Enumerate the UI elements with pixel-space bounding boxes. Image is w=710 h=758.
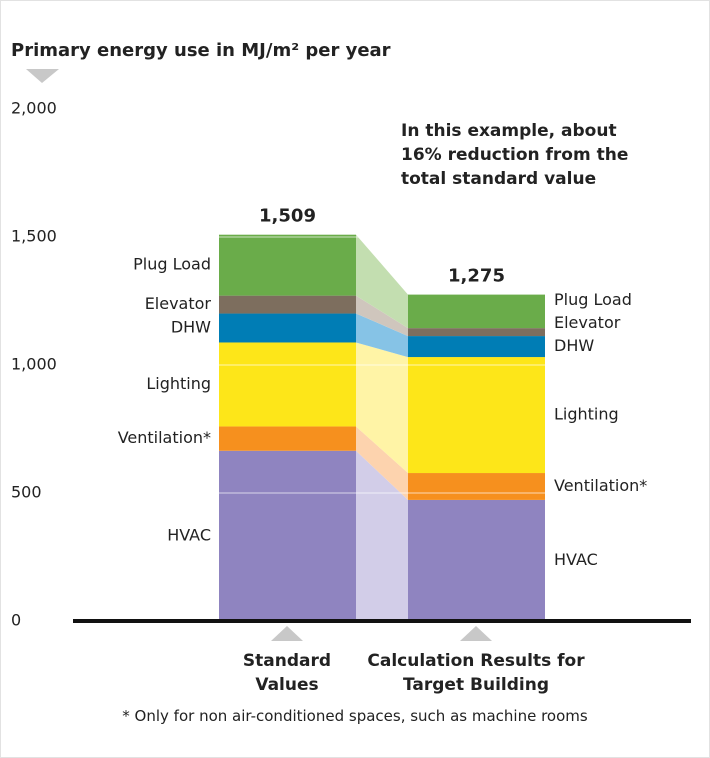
segment-label: Lighting: [146, 374, 211, 393]
total-label: 1,275: [448, 266, 505, 287]
footnote: * Only for non air-conditioned spaces, s…: [122, 707, 588, 725]
chart-title: Primary energy use in MJ/m² per year: [11, 40, 391, 61]
bar-segment: [219, 450, 356, 621]
y-tick-label: 2,000: [11, 99, 57, 118]
segment-label: Elevator: [145, 294, 212, 313]
bar-segment: [408, 357, 545, 474]
y-tick-label: 500: [11, 483, 42, 502]
connector-band: [356, 450, 408, 621]
y-tick-label: 0: [11, 611, 21, 630]
category-marker: [460, 626, 492, 641]
bar-segment: [408, 294, 545, 329]
segment-label: Ventilation*: [118, 428, 211, 447]
connector-band: [356, 313, 408, 358]
bar-segment: [219, 342, 356, 427]
connector-band: [356, 234, 408, 329]
segment-label: Plug Load: [554, 290, 632, 309]
connector-band: [356, 426, 408, 500]
segment-label: DHW: [554, 336, 594, 355]
x-tick-label: Calculation Results for Target Building: [367, 651, 585, 695]
bar-segment: [408, 473, 545, 500]
segment-label: Plug Load: [133, 255, 211, 274]
segment-label: HVAC: [167, 525, 211, 544]
bar-segment: [219, 295, 356, 314]
bar-segment: [219, 313, 356, 343]
y-tick-label: 1,500: [11, 227, 57, 246]
segment-label: DHW: [171, 318, 211, 337]
y-tick-label: 1,000: [11, 355, 57, 374]
category-marker: [271, 626, 303, 641]
annotation: In this example, about 16% reduction fro…: [401, 121, 629, 189]
segment-label: Lighting: [554, 405, 619, 424]
segment-label: Elevator: [554, 313, 621, 332]
segment-label: Ventilation*: [554, 476, 647, 495]
x-tick-label: Standard Values: [242, 651, 332, 695]
bar-segment: [408, 328, 545, 337]
total-label: 1,509: [259, 206, 316, 227]
title-marker: [26, 69, 59, 83]
bar-segment: [219, 234, 356, 296]
segment-label: HVAC: [554, 550, 598, 569]
bar-segment: [408, 499, 545, 621]
bar-segment: [219, 426, 356, 451]
connector-band: [356, 342, 408, 474]
bar-segment: [408, 336, 545, 358]
connector-band: [356, 295, 408, 337]
